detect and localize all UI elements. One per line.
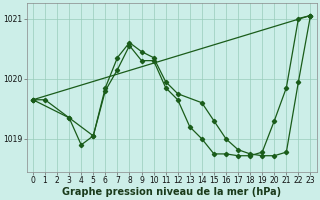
X-axis label: Graphe pression niveau de la mer (hPa): Graphe pression niveau de la mer (hPa) [62, 187, 281, 197]
